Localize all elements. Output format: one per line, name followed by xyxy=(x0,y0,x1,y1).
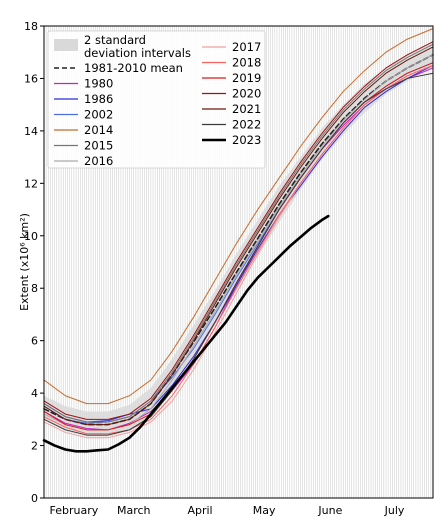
series-line-2021 xyxy=(43,46,434,426)
legend-label: 2020 xyxy=(232,87,261,101)
series-line-2015 xyxy=(43,43,434,423)
y-axis-title: Extent (x10⁶ km²) xyxy=(18,213,31,311)
legend-band-label-line2: deviation intervals xyxy=(84,46,191,60)
series-line-2020 xyxy=(43,41,434,420)
series-line-1986 xyxy=(43,64,434,423)
x-month-label: May xyxy=(253,504,276,517)
y-tick-label: 18 xyxy=(24,20,38,33)
series-line-2014 xyxy=(43,28,434,405)
y-tick-label: 16 xyxy=(24,72,38,85)
legend-label: 2015 xyxy=(84,139,113,153)
series-layer xyxy=(42,28,434,453)
y-tick-label: 14 xyxy=(24,125,38,138)
legend-band-swatch xyxy=(54,39,78,51)
legend-label: 2016 xyxy=(84,154,113,168)
legend-label: 2023 xyxy=(232,133,261,147)
y-tick-label: 6 xyxy=(31,335,38,348)
legend-label: 1981-2010 mean xyxy=(84,61,183,75)
legend-box xyxy=(47,30,266,169)
y-tick-label: 12 xyxy=(24,177,38,190)
y-tick-label: 0 xyxy=(31,492,38,505)
y-tick-label: 8 xyxy=(31,282,38,295)
legend-label: 2022 xyxy=(232,118,261,132)
y-tick-labels: 0 2 4 6 8 10 12 14 16 18 xyxy=(24,20,38,505)
x-month-label: July xyxy=(384,504,405,517)
legend-band-label-line1: 2 standard xyxy=(84,33,146,47)
legend-label: 2002 xyxy=(84,108,113,122)
series-line-2018 xyxy=(43,64,434,435)
x-month-label: June xyxy=(317,504,342,517)
legend-label: 1986 xyxy=(84,92,113,106)
x-month-label: February xyxy=(50,504,99,517)
legend-label: 2019 xyxy=(232,71,261,85)
y-tick-label: 10 xyxy=(24,230,38,243)
x-month-label: April xyxy=(187,504,212,517)
legend-label: 1980 xyxy=(84,77,113,91)
legend-label: 2014 xyxy=(84,123,113,137)
legend-label: 2021 xyxy=(232,102,261,116)
y-tick-label: 4 xyxy=(31,387,38,400)
x-month-label: March xyxy=(117,504,151,517)
legend-label: 2017 xyxy=(232,40,261,54)
axes xyxy=(40,25,434,499)
x-month-labels: February March April May June July xyxy=(50,504,405,517)
legend-label: 2018 xyxy=(232,56,261,70)
series-line-2022 xyxy=(43,72,434,436)
y-tick-label: 2 xyxy=(31,440,38,453)
series-line-2023 xyxy=(42,214,330,453)
plot-frame xyxy=(43,25,434,499)
